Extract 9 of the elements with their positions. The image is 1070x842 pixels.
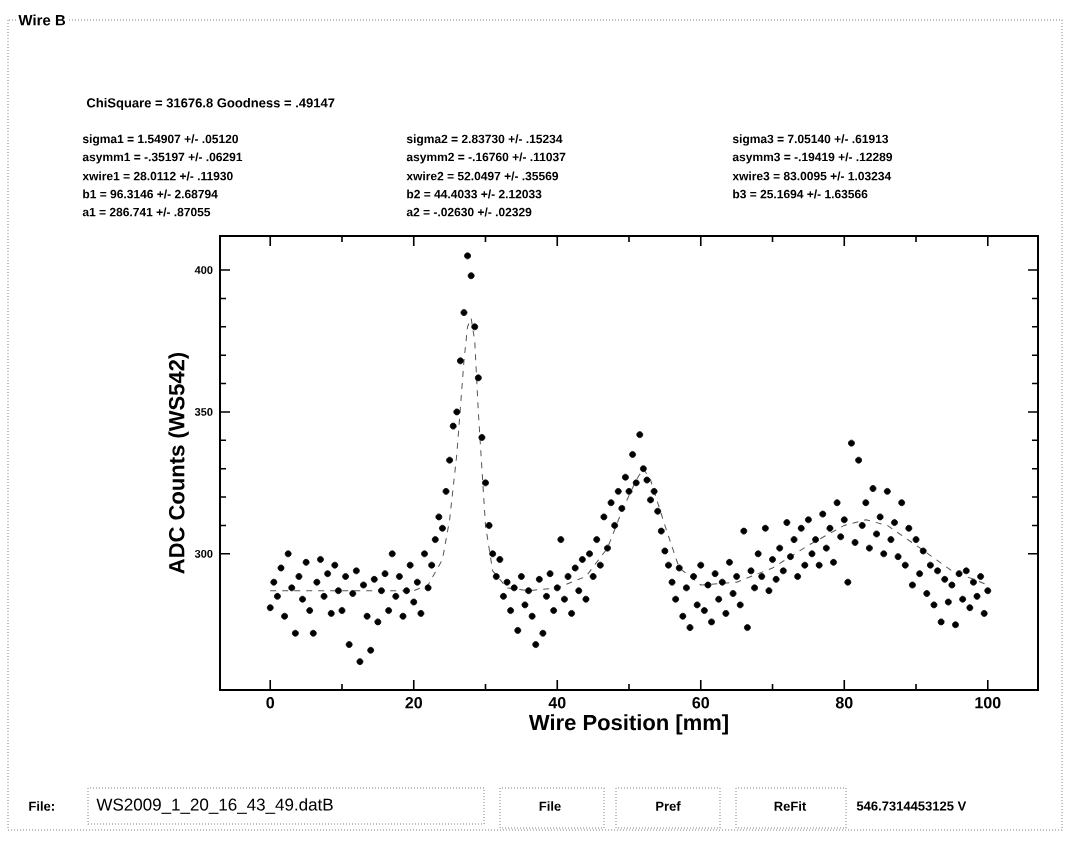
y-axis-title: ADC Counts (WS542) [168, 352, 189, 574]
text: WS2009_1_20_16_43_49.datB [96, 798, 333, 814]
x-tick-label: 40 [548, 697, 566, 709]
x-axis-title: Wire Position [mm] [528, 714, 728, 735]
x-tick-label: 20 [405, 697, 422, 709]
x-tick-label: 80 [835, 697, 853, 709]
x-tick-label: 100 [975, 697, 1001, 709]
x-tick-label: 0 [266, 697, 275, 709]
x-tick-label: 60 [692, 697, 710, 709]
